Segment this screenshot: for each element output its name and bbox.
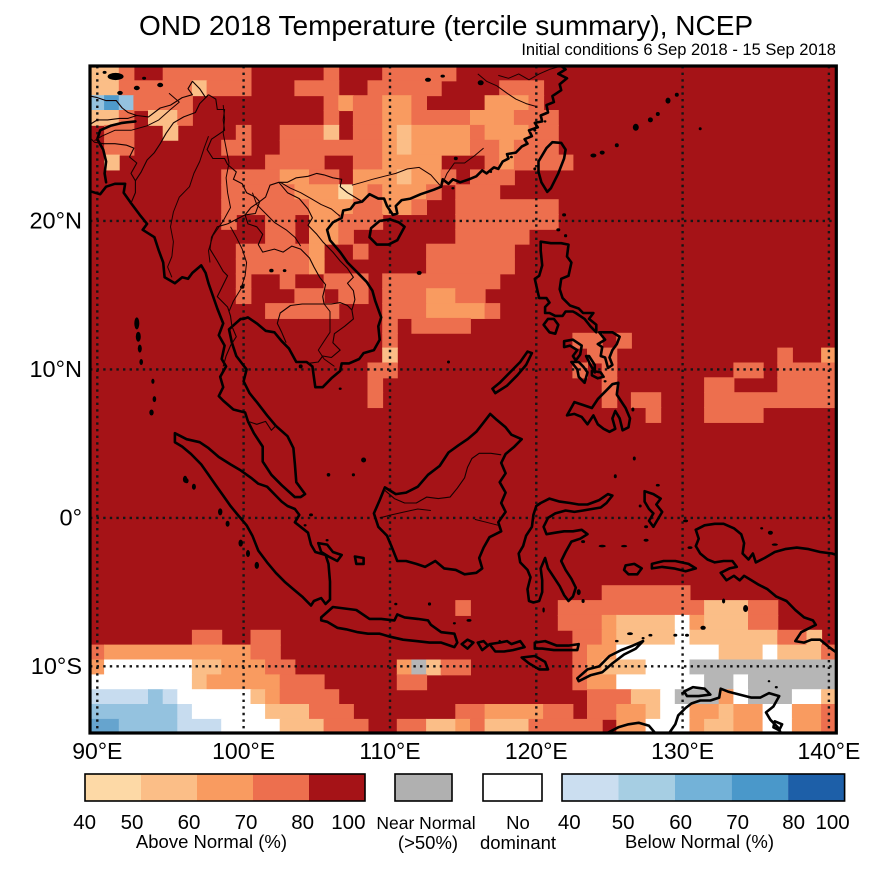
svg-text:40: 40 [558, 811, 581, 834]
svg-text:130°E: 130°E [651, 738, 714, 764]
svg-text:140°E: 140°E [797, 738, 860, 764]
svg-text:100: 100 [815, 811, 849, 834]
svg-text:100°E: 100°E [212, 738, 275, 764]
svg-text:70: 70 [235, 811, 258, 834]
svg-text:10°N: 10°N [29, 356, 82, 382]
svg-text:90°E: 90°E [72, 738, 122, 764]
svg-text:dominant: dominant [480, 832, 556, 853]
svg-text:80: 80 [291, 811, 314, 834]
svg-text:110°E: 110°E [359, 738, 420, 764]
svg-text:50: 50 [121, 811, 144, 834]
svg-text:OND 2018 Temperature (tercile: OND 2018 Temperature (tercile summary), … [139, 10, 753, 41]
svg-text:Below Normal (%): Below Normal (%) [625, 831, 774, 852]
svg-text:120°E: 120°E [505, 738, 568, 764]
svg-text:60: 60 [669, 811, 692, 834]
svg-text:70: 70 [726, 811, 749, 834]
svg-text:Above Normal (%): Above Normal (%) [136, 831, 287, 852]
svg-text:60: 60 [178, 811, 201, 834]
svg-text:Initial conditions 6 Sep 2018: Initial conditions 6 Sep 2018 - 15 Sep 2… [521, 41, 836, 59]
svg-text:(>50%): (>50%) [398, 832, 458, 853]
svg-text:10°S: 10°S [31, 653, 82, 679]
svg-text:100: 100 [331, 811, 365, 834]
svg-text:0°: 0° [60, 504, 82, 530]
svg-text:80: 80 [782, 811, 805, 834]
svg-text:50: 50 [612, 811, 635, 834]
svg-text:Near Normal: Near Normal [376, 813, 475, 833]
svg-text:No: No [506, 812, 530, 833]
svg-text:40: 40 [73, 811, 96, 834]
svg-text:20°N: 20°N [29, 207, 82, 233]
